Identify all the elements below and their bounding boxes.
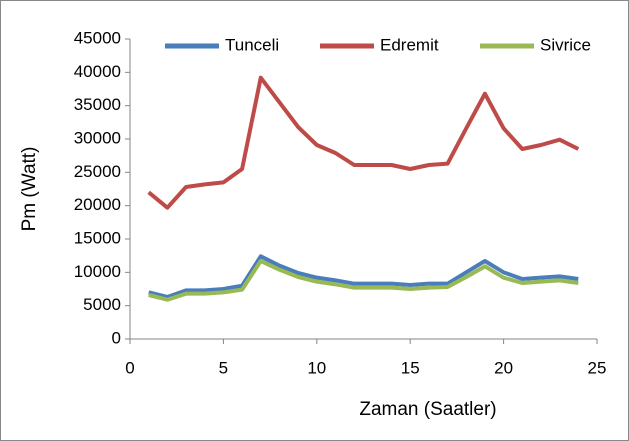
x-tick-label: 10	[307, 358, 326, 377]
legend-label: Tunceli	[225, 35, 279, 54]
x-tick-label: 0	[125, 358, 134, 377]
y-tick-label: 15000	[74, 228, 121, 247]
y-tick-label: 20000	[74, 195, 121, 214]
y-tick-label: 40000	[74, 62, 121, 81]
x-tick-label: 25	[588, 358, 607, 377]
y-tick-label: 30000	[74, 128, 121, 147]
series-line	[148, 254, 579, 299]
y-tick-label: 10000	[74, 262, 121, 281]
y-tick-label: 45000	[74, 28, 121, 47]
legend-label: Edremit	[380, 35, 439, 54]
series-line	[147, 75, 580, 210]
y-tick-label: 5000	[83, 295, 121, 314]
y-tick-label: 0	[112, 328, 121, 347]
x-axis-label: Zaman (Saatler)	[359, 399, 496, 420]
y-tick-label: 35000	[74, 95, 121, 114]
x-tick-label: 20	[494, 358, 513, 377]
x-tick-label: 15	[401, 358, 420, 377]
y-tick-label: 25000	[74, 162, 121, 181]
series-line	[148, 259, 579, 302]
legend-label: Sivrice	[540, 35, 591, 54]
y-axis-label: Pm (Watt)	[19, 147, 40, 232]
x-tick-label: 5	[219, 358, 228, 377]
